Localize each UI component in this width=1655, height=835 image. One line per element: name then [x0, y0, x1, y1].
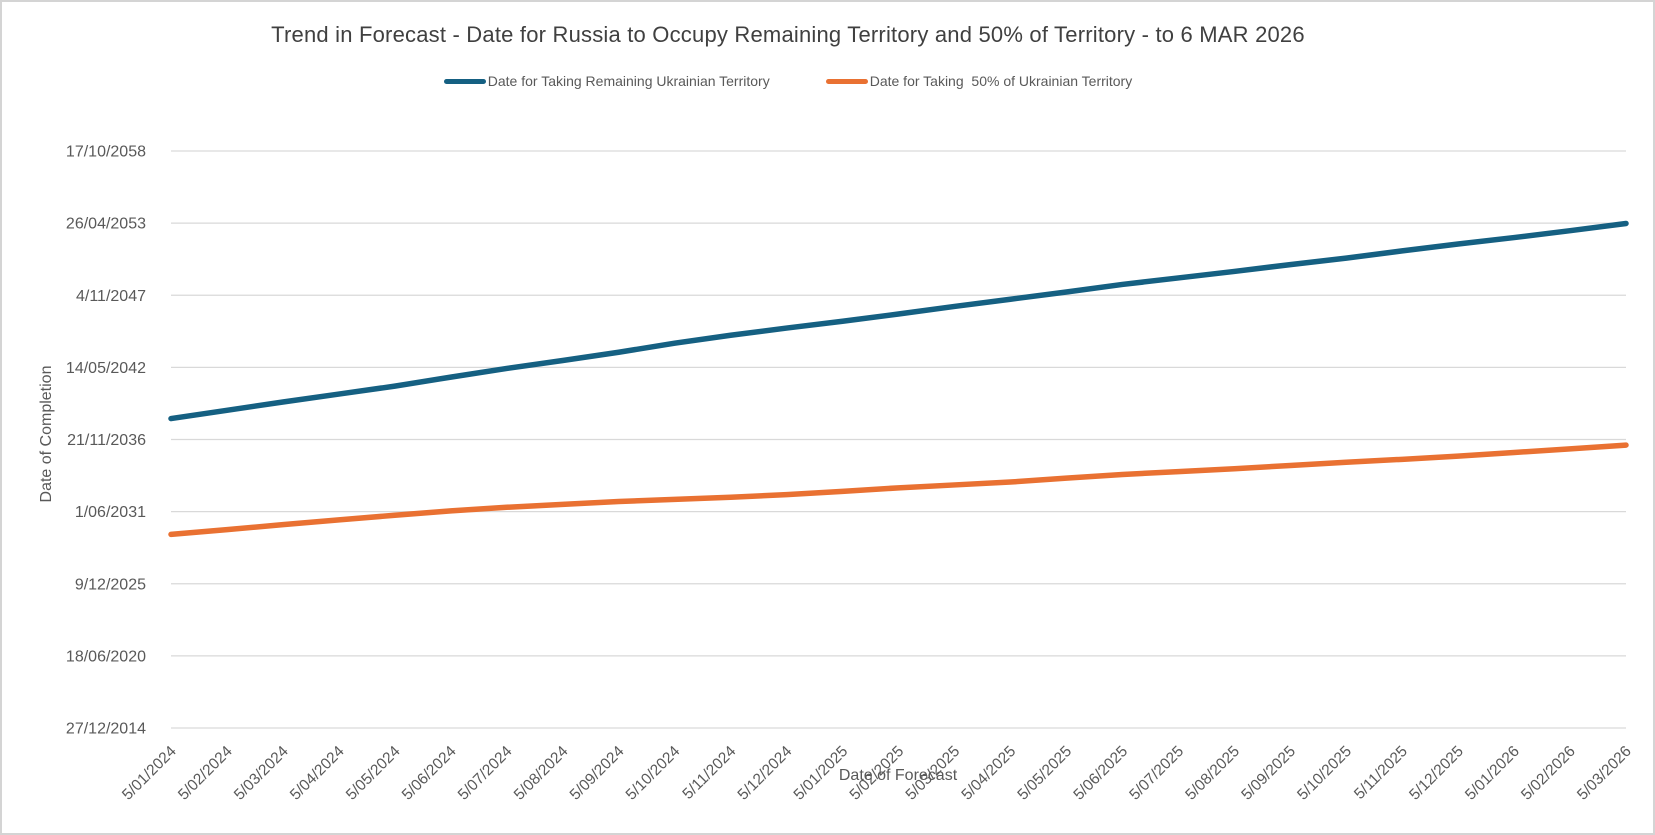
x-tick-label: 5/02/2026	[1518, 743, 1579, 804]
series-line-50pct-territory	[168, 442, 1629, 538]
x-tick-label: 5/12/2024	[735, 743, 796, 804]
chart-legend: Date for Taking Remaining Ukrainian Terr…	[2, 73, 1574, 89]
x-tick-label: 5/04/2024	[287, 743, 348, 804]
x-tick-label: 5/05/2024	[343, 743, 404, 804]
y-tick-label: 21/11/2036	[67, 432, 146, 449]
x-tick-label: 5/10/2025	[1294, 743, 1355, 804]
x-tick-label: 5/07/2025	[1126, 743, 1187, 804]
legend-label-remaining: Date for Taking Remaining Ukrainian Terr…	[487, 73, 770, 89]
x-tick-label: 5/07/2024	[455, 743, 516, 804]
legend-item-remaining-territory: Date for Taking Remaining Ukrainian Terr…	[443, 73, 770, 89]
x-tick-label: 5/09/2024	[567, 743, 628, 804]
x-tick-label: 5/01/2026	[1462, 743, 1523, 804]
y-tick-label: 17/10/2058	[66, 144, 146, 161]
x-tick-label: 5/02/2024	[175, 743, 236, 804]
y-tick-label: 27/12/2014	[66, 721, 146, 738]
x-tick-label: 5/05/2025	[1014, 743, 1075, 804]
y-tick-label: 4/11/2047	[76, 288, 146, 305]
legend-line-swatch-remaining	[443, 78, 486, 84]
x-tick-label: 5/11/2025	[1351, 743, 1411, 803]
legend-label-50pct: Date for Taking 50% of Ukrainian Territo…	[869, 73, 1133, 89]
x-tick-label: 5/12/2025	[1406, 743, 1467, 804]
x-tick-label: 5/06/2024	[399, 743, 460, 804]
y-axis-title: Date of Completion	[38, 365, 55, 503]
x-tick-label: 5/06/2025	[1070, 743, 1131, 804]
series-line-remaining-territory	[168, 220, 1629, 422]
x-tick-label: 5/04/2025	[958, 743, 1019, 804]
x-tick-label: 5/09/2025	[1238, 743, 1299, 804]
y-tick-label: 9/12/2025	[75, 576, 146, 593]
x-tick-label: 5/11/2024	[679, 743, 739, 803]
y-tick-label: 1/06/2031	[75, 504, 146, 521]
legend-line-swatch-50pct	[825, 78, 868, 84]
y-tick-label: 26/04/2053	[66, 216, 146, 233]
x-axis-title: Date of Forecast	[838, 767, 958, 784]
y-tick-label: 14/05/2042	[66, 360, 146, 377]
legend-item-50pct-territory: Date for Taking 50% of Ukrainian Territo…	[825, 73, 1133, 89]
x-tick-label: 5/03/2024	[231, 743, 292, 804]
y-tick-label: 18/06/2020	[66, 648, 146, 665]
x-tick-label: 5/08/2025	[1182, 743, 1243, 804]
x-tick-label: 5/01/2024	[119, 743, 180, 804]
x-tick-label: 5/03/2026	[1574, 743, 1635, 804]
chart-title: Trend in Forecast - Date for Russia to O…	[271, 22, 1305, 47]
x-tick-label: 5/08/2024	[511, 743, 572, 804]
x-tick-label: 5/10/2024	[623, 743, 684, 804]
